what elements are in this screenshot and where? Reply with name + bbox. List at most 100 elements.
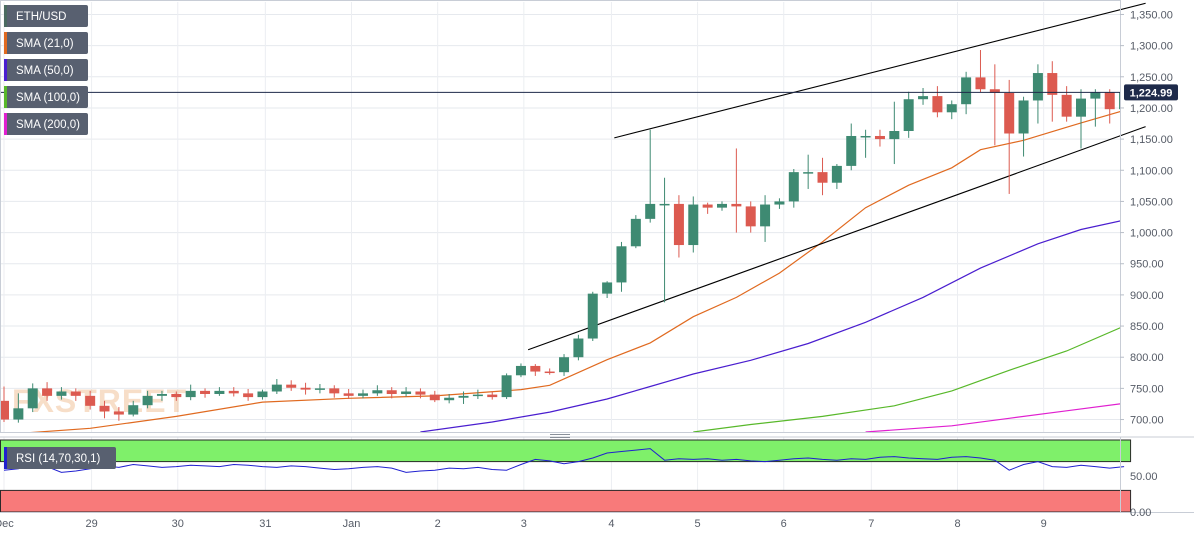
candle-body bbox=[573, 338, 584, 358]
candle-body bbox=[961, 77, 972, 105]
candle-body bbox=[501, 375, 512, 398]
candle-body bbox=[458, 395, 469, 398]
candle-body bbox=[1119, 92, 1120, 110]
candle-body bbox=[717, 203, 727, 208]
grid bbox=[0, 2, 1120, 512]
legend-badge bbox=[4, 113, 88, 135]
sma21-line bbox=[30, 110, 1120, 432]
date-tick-label: 31 bbox=[259, 518, 271, 530]
candle-body bbox=[300, 387, 311, 390]
candle-body bbox=[1032, 73, 1043, 101]
candle-body bbox=[831, 165, 842, 183]
date-tick-label: 8 bbox=[954, 518, 960, 530]
candle-body bbox=[358, 393, 368, 396]
legend-color-swatch bbox=[4, 5, 7, 27]
legend-badge bbox=[4, 5, 88, 27]
candlesticks bbox=[0, 49, 1120, 423]
legend: ETH/USD SMA (21,0) SMA (50,0) SMA (100,0) SM… bbox=[4, 5, 88, 135]
candle-body bbox=[846, 135, 857, 166]
candle-body bbox=[731, 203, 742, 207]
price-tick-label: 1,000.00 bbox=[1130, 228, 1173, 240]
candle-body bbox=[774, 201, 785, 205]
candle-body bbox=[27, 388, 38, 409]
candle-body bbox=[760, 204, 771, 227]
candle-body bbox=[630, 218, 641, 247]
candle-body bbox=[1076, 98, 1086, 117]
legend-label: SMA (100,0) bbox=[16, 92, 80, 104]
price-label: 1,224.99 bbox=[1130, 87, 1173, 99]
sma200-line bbox=[865, 403, 1120, 432]
watermark: FXSTREET bbox=[12, 383, 187, 419]
price-label-box bbox=[1124, 84, 1178, 101]
candle-body bbox=[860, 135, 871, 138]
price-tick-label: 750.00 bbox=[1130, 383, 1164, 395]
price-tick-label: 1,100.00 bbox=[1130, 165, 1173, 177]
price-tick-label: 700.00 bbox=[1130, 415, 1164, 427]
candle-body bbox=[559, 357, 570, 373]
candle-body bbox=[745, 206, 756, 227]
candle-body bbox=[113, 411, 124, 415]
legend-item: ETH/USD bbox=[4, 5, 88, 27]
candle-body bbox=[487, 394, 498, 398]
current-price-line: 1,224.99 bbox=[0, 84, 1178, 101]
candle-body bbox=[1090, 92, 1101, 99]
rsi-legend-badge bbox=[4, 447, 116, 469]
candle-body bbox=[989, 89, 1000, 93]
legend-item: SMA (200,0) bbox=[4, 113, 88, 135]
candle-body bbox=[903, 99, 914, 131]
legend-color-swatch bbox=[4, 86, 7, 108]
price-tick-label: 800.00 bbox=[1130, 352, 1164, 364]
legend-label: SMA (50,0) bbox=[16, 65, 74, 77]
candle-body bbox=[128, 405, 139, 415]
candle-body bbox=[932, 96, 943, 113]
candle-body bbox=[1004, 92, 1015, 134]
rsi-legend-label: RSI (14,70,30,1) bbox=[16, 453, 101, 465]
candle-body bbox=[544, 371, 555, 374]
candle-body bbox=[429, 394, 440, 401]
date-tick-label: 7 bbox=[868, 518, 874, 530]
candle-body bbox=[587, 293, 598, 339]
candle-body bbox=[659, 203, 670, 206]
candle-body bbox=[243, 393, 254, 398]
date-tick-label: 5 bbox=[695, 518, 701, 530]
candle-body bbox=[99, 405, 110, 412]
price-tick-label: 1,350.00 bbox=[1130, 9, 1173, 21]
legend-badge bbox=[4, 32, 88, 54]
candle-body bbox=[602, 282, 613, 294]
candle-body bbox=[156, 393, 167, 396]
candle-body bbox=[171, 393, 182, 398]
candle-body bbox=[530, 365, 541, 372]
rsi-zones bbox=[0, 439, 1132, 513]
rsi-overbought-zone bbox=[0, 439, 1132, 463]
candle-body bbox=[673, 203, 684, 246]
candle-body bbox=[918, 96, 929, 100]
rsi-oversold-zone bbox=[0, 489, 1132, 513]
legend-label: SMA (200,0) bbox=[16, 119, 80, 131]
candle-body bbox=[874, 135, 885, 140]
candle-body bbox=[444, 397, 455, 401]
candle-body bbox=[401, 391, 412, 394]
legend-item: SMA (100,0) bbox=[4, 86, 88, 108]
price-tick-label: 850.00 bbox=[1130, 321, 1164, 333]
candle-body bbox=[803, 172, 814, 174]
legend-color-swatch bbox=[4, 113, 7, 135]
candle-body bbox=[142, 395, 153, 406]
candle-body bbox=[228, 390, 239, 394]
rsi-legend-swatch bbox=[4, 447, 7, 469]
candle-body bbox=[645, 203, 656, 219]
candle-body bbox=[185, 390, 196, 398]
candle-body bbox=[372, 390, 383, 394]
date-tick-label: Dec bbox=[0, 518, 14, 530]
candle-body bbox=[343, 393, 354, 396]
candle-body bbox=[946, 104, 957, 113]
candle-body bbox=[788, 172, 799, 202]
legend-badge bbox=[4, 59, 88, 81]
date-tick-label: 6 bbox=[781, 518, 787, 530]
candle-body bbox=[214, 390, 225, 394]
legend-color-swatch bbox=[4, 59, 7, 81]
channel-lower-line bbox=[527, 126, 1146, 351]
legend-label: ETH/USD bbox=[16, 11, 66, 23]
price-tick-label: 1,150.00 bbox=[1130, 134, 1173, 146]
